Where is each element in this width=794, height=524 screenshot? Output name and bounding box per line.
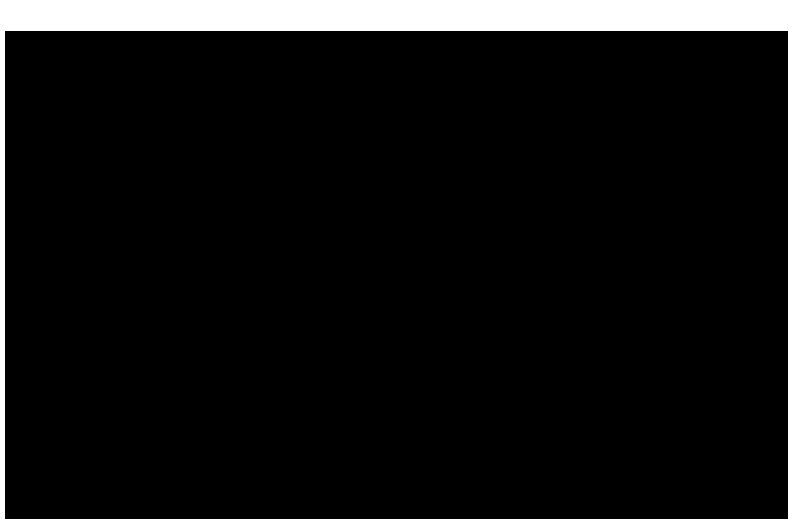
word-cloud: [5, 31, 788, 519]
